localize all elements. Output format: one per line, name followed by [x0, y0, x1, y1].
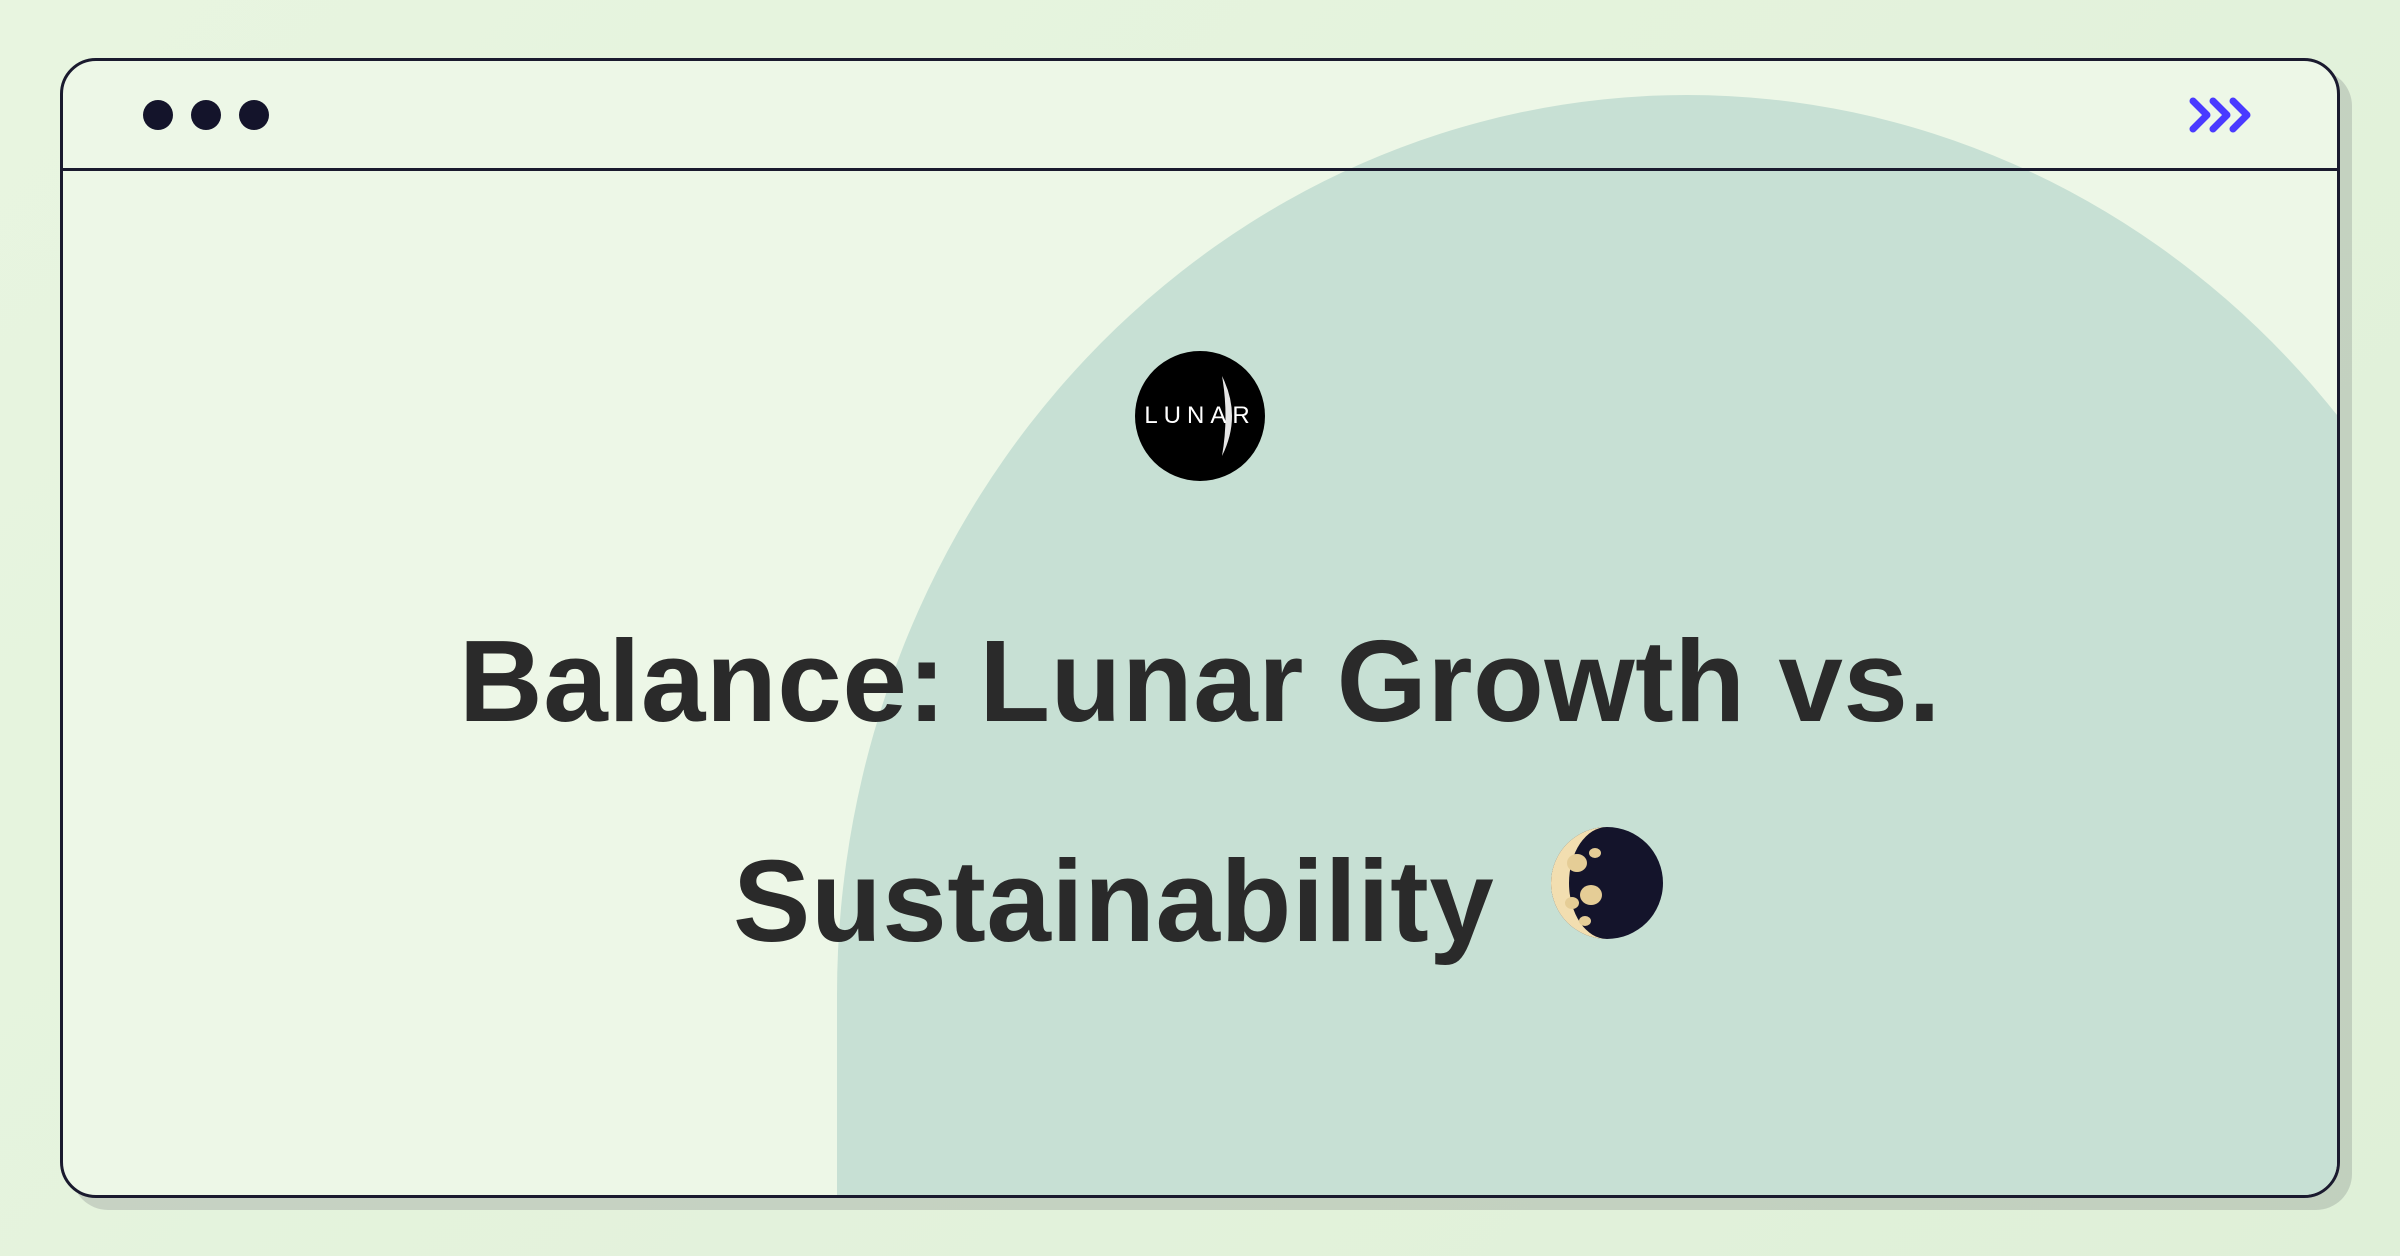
- moon-phase-icon: [1547, 793, 1667, 1013]
- window-traffic-lights: [143, 100, 269, 130]
- title-container: Balance: Lunar Growth vs. Sustainability: [459, 571, 1941, 1021]
- traffic-dot-maximize[interactable]: [239, 100, 269, 130]
- lunar-logo: LUNAR: [1135, 351, 1265, 481]
- chevrons-icon: [2187, 95, 2257, 135]
- title-line-2: Sustainability: [459, 791, 1941, 1021]
- logo-text: LUNAR: [1144, 402, 1255, 430]
- traffic-dot-close[interactable]: [143, 100, 173, 130]
- browser-window-container: LUNAR Balance: Lunar Growth vs. Sustaina…: [60, 58, 2340, 1198]
- window-titlebar: [63, 61, 2337, 171]
- browser-window: LUNAR Balance: Lunar Growth vs. Sustaina…: [60, 58, 2340, 1198]
- title-line-1: Balance: Lunar Growth vs.: [459, 571, 1941, 791]
- traffic-dot-minimize[interactable]: [191, 100, 221, 130]
- window-content: LUNAR Balance: Lunar Growth vs. Sustaina…: [63, 171, 2337, 1021]
- title-line-2-text: Sustainability: [733, 836, 1494, 966]
